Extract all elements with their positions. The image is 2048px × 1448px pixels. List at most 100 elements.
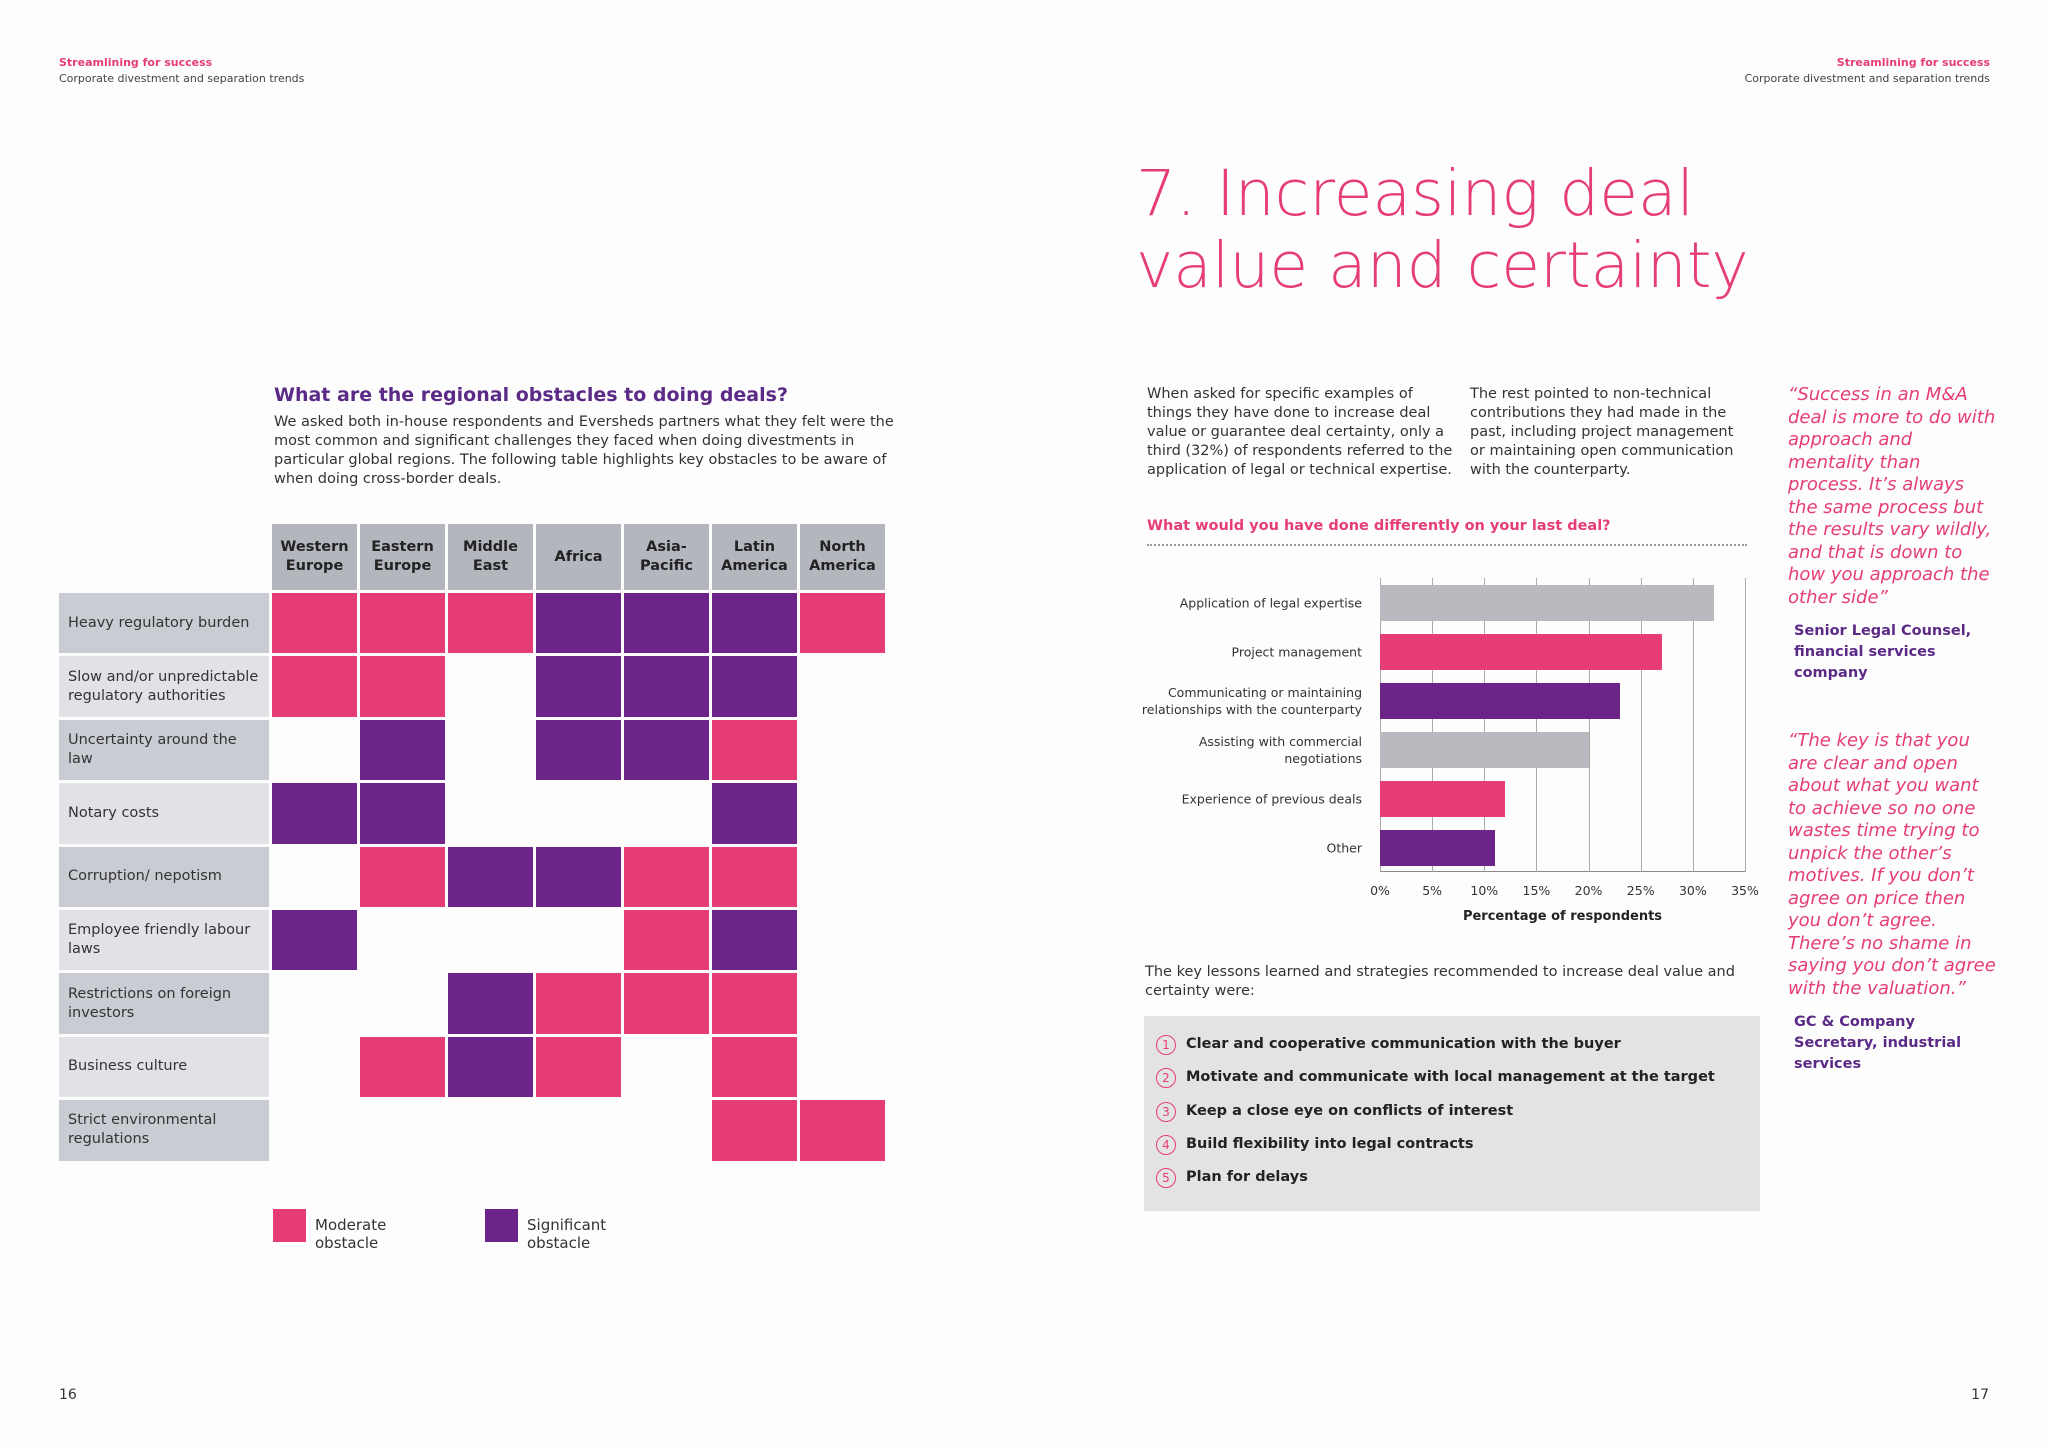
obstacle-cell (536, 656, 621, 717)
column-header: Asia-Pacific (624, 524, 709, 590)
category-label: Assisting with commercial negotiations (1198, 733, 1362, 766)
obstacle-cell (712, 846, 797, 907)
column-header: Western Europe (272, 524, 357, 590)
plot-frame (1380, 578, 1745, 872)
quote-attribution: GC & Company Secretary, industrial servi… (1794, 1014, 1962, 1072)
category-label: Project management (1231, 644, 1362, 659)
item-text: Plan for delays (1186, 1169, 1308, 1186)
obstacle-cell (624, 973, 709, 1034)
obstacle-cell (360, 783, 445, 844)
lessons-intro: The key lessons learned and strategies r… (1145, 964, 1735, 999)
obstacle-cell (448, 593, 533, 654)
obstacle-cell (536, 593, 621, 654)
obstacle-cell (624, 656, 709, 717)
legend-label: Significant obstacle (527, 1216, 607, 1252)
obstacle-cell (800, 593, 885, 654)
item-number: 2 (1156, 1068, 1176, 1089)
obstacle-cell (272, 593, 357, 654)
grid-line (1484, 578, 1486, 872)
x-tick-label: 5% (1422, 883, 1443, 898)
obstacle-cell (360, 846, 445, 907)
item-text: Build flexibility into legal contracts (1186, 1135, 1474, 1152)
divider (1147, 544, 1747, 546)
obstacle-cell (448, 973, 533, 1034)
legend-label: Moderate obstacle (315, 1216, 387, 1252)
obstacle-cell (272, 910, 357, 971)
row-label: Notary costs (59, 783, 269, 844)
bar (1380, 584, 1714, 621)
bar (1380, 682, 1620, 719)
obstacle-cell (536, 846, 621, 907)
grid-line (1640, 578, 1642, 872)
obstacle-cell (360, 593, 445, 654)
header-subtitle: Corporate divestment and separation tren… (59, 72, 305, 85)
column-header: Latin America (712, 524, 797, 590)
x-tick-label: 0% (1370, 883, 1390, 898)
quote-attribution: Senior Legal Counsel, financial services… (1794, 623, 1972, 681)
quote-text: “Success in an M&A deal is more to do wi… (1788, 384, 1996, 608)
row-label: Strict environmental regulations (59, 1100, 269, 1161)
row-label: Corruption/ nepotism (59, 846, 269, 907)
quotes: “Success in an M&A deal is more to do wi… (1788, 384, 1998, 1075)
obstacle-cell (448, 846, 533, 907)
obstacle-cell (712, 1036, 797, 1098)
category-label: Communicating or maintaining relationshi… (1141, 684, 1362, 717)
bar (1380, 829, 1495, 866)
obstacle-cell (712, 973, 797, 1034)
grid-line (1745, 578, 1746, 872)
row-label: Business culture (59, 1036, 269, 1098)
x-tick-label: 25% (1626, 883, 1655, 898)
lessons-box: 1 Clear and cooperative communication wit… (1144, 1016, 1760, 1211)
obstacle-cell (712, 910, 797, 971)
column-header: Eastern Europe (360, 524, 445, 590)
grid-line (1536, 578, 1538, 872)
header-subtitle: Corporate divestment and separation tren… (1744, 72, 1990, 85)
obstacle-cell (536, 973, 621, 1034)
obstacle-cell (624, 846, 709, 907)
obstacle-cell (712, 593, 797, 654)
category-label: Experience of previous deals (1181, 791, 1362, 806)
obstacle-cell (712, 1100, 797, 1161)
obstacle-cell (800, 1100, 885, 1161)
obstacle-cell (624, 593, 709, 654)
bar (1380, 633, 1662, 670)
table-heading: What are the regional obstacles to doing… (274, 384, 788, 406)
x-tick-label: 10% (1470, 883, 1499, 898)
quote-text: “The key is that you are clear and open … (1788, 730, 1996, 999)
item-text: Clear and cooperative communication with… (1186, 1036, 1621, 1052)
row-label: Uncertainty around the law (59, 719, 269, 781)
item-number: 4 (1156, 1134, 1176, 1155)
item-number: 1 (1156, 1035, 1176, 1055)
item-number: 3 (1156, 1101, 1176, 1122)
obstacle-cell (624, 910, 709, 971)
bar (1380, 731, 1589, 768)
x-tick-label: 15% (1522, 883, 1551, 898)
obstacle-cell (712, 656, 797, 717)
grid-line (1432, 578, 1434, 872)
page-number: 16 (59, 1387, 77, 1403)
obstacle-cell (360, 719, 445, 781)
chart-title: What would you have done differently on … (1147, 518, 1611, 534)
legend-swatch (273, 1209, 306, 1242)
obstacle-cell (272, 656, 357, 717)
column-header: North America (800, 524, 885, 590)
x-tick-label: 35% (1731, 883, 1759, 898)
item-text: Motivate and communicate with local mana… (1186, 1069, 1715, 1086)
obstacle-cell (360, 656, 445, 717)
obstacle-cell (536, 719, 621, 781)
header-title: Streamlining for success (59, 56, 213, 69)
obstacle-cell (712, 719, 797, 781)
row-label: Employee friendly labour laws (59, 910, 269, 971)
column-header: Middle East (448, 524, 533, 590)
obstacle-cell (712, 783, 797, 844)
paragraph: The rest pointed to non-technical contri… (1470, 386, 1734, 478)
x-axis-label: Percentage of respondents (1462, 909, 1663, 924)
item-text: Keep a close eye on conflicts of interes… (1186, 1102, 1514, 1119)
row-label: Slow and/or unpredictable regulatory aut… (59, 656, 269, 717)
paragraph: When asked for specific examples of thin… (1147, 386, 1453, 478)
grid-line (1380, 578, 1381, 872)
obstacle-cell (536, 1036, 621, 1098)
legend-swatch (485, 1209, 518, 1242)
x-tick-label: 20% (1574, 883, 1603, 898)
column-header: Africa (536, 524, 621, 590)
